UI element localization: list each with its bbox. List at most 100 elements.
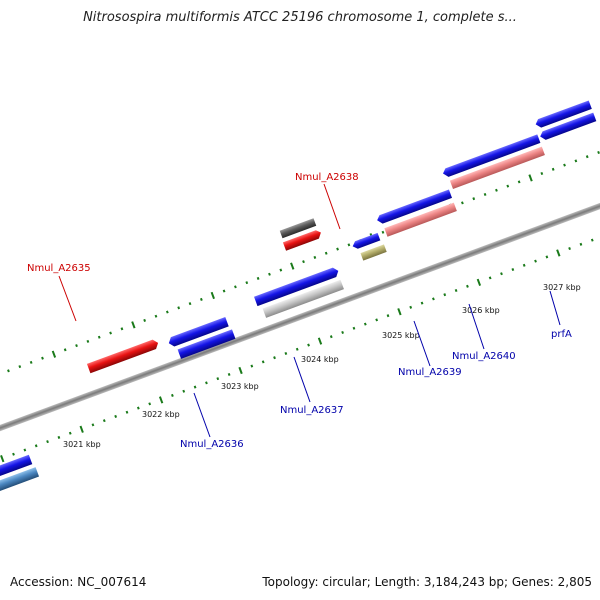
minor-tick xyxy=(313,255,317,259)
feature-nmul-a2639-cds[interactable] xyxy=(351,232,381,250)
major-tick xyxy=(397,308,402,316)
gene-label-nmul-a2639[interactable]: Nmul_A2639 xyxy=(398,367,462,378)
minor-tick xyxy=(579,242,583,246)
minor-tick xyxy=(432,297,435,301)
feature-right-cds-2[interactable] xyxy=(539,112,597,142)
minor-tick xyxy=(12,452,15,456)
feature-prfa-gene[interactable] xyxy=(449,146,545,190)
minor-tick xyxy=(500,272,503,276)
minor-tick xyxy=(261,360,265,364)
feature-nmul-a2635-forward[interactable] xyxy=(86,338,160,374)
minor-tick xyxy=(91,423,95,427)
minor-tick xyxy=(41,356,44,360)
feature-left-cds[interactable] xyxy=(0,454,33,483)
minor-tick xyxy=(495,188,498,192)
minor-tick xyxy=(472,197,476,201)
minor-tick xyxy=(234,285,237,289)
minor-tick xyxy=(205,381,208,385)
minor-tick xyxy=(284,351,288,355)
gene-labels: Nmul_A2635 Nmul_A2638 Nmul_A2636 Nmul_A2… xyxy=(27,172,572,450)
minor-tick xyxy=(585,155,589,159)
minor-tick xyxy=(302,260,305,264)
minor-tick xyxy=(522,263,526,267)
major-tick xyxy=(131,321,136,329)
minor-tick xyxy=(295,347,299,351)
scale-label: 3023 kbp xyxy=(221,382,259,391)
minor-tick xyxy=(34,444,38,448)
minor-tick xyxy=(18,365,22,369)
minor-tick xyxy=(483,192,487,197)
gene-label-nmul-a2636[interactable]: Nmul_A2636 xyxy=(180,439,244,450)
minor-tick xyxy=(443,293,447,297)
minor-tick xyxy=(148,402,152,406)
chromosome-backbone xyxy=(0,173,600,464)
minor-tick xyxy=(551,167,555,171)
gene-label-nmul-a2640[interactable]: Nmul_A2640 xyxy=(452,351,516,362)
gene-label-nmul-a2635[interactable]: Nmul_A2635 xyxy=(27,263,91,274)
major-tick xyxy=(476,278,482,286)
minor-tick xyxy=(375,318,379,322)
minor-tick xyxy=(324,251,328,255)
minor-tick xyxy=(454,288,458,293)
page-title: Nitrosospira multiformis ATCC 25196 chro… xyxy=(83,10,517,25)
minor-tick xyxy=(29,360,33,364)
feature-prfa-cds[interactable] xyxy=(442,134,541,178)
scale-label: 3027 kbp xyxy=(543,283,581,292)
minor-tick xyxy=(545,255,549,259)
minor-tick xyxy=(386,314,390,318)
major-tick xyxy=(51,350,57,358)
minor-tick xyxy=(216,377,220,381)
minor-tick xyxy=(268,272,271,276)
minor-tick xyxy=(222,289,226,293)
minor-tick xyxy=(307,343,310,347)
minor-tick xyxy=(506,184,510,188)
minor-tick xyxy=(114,414,118,418)
minor-tick xyxy=(279,268,283,272)
minor-tick xyxy=(534,259,537,263)
scale-label: 3021 kbp xyxy=(63,440,101,449)
minor-tick xyxy=(540,171,544,176)
minor-tick xyxy=(352,326,356,330)
feature-nmul-a2640-gene[interactable] xyxy=(384,202,457,237)
minor-tick xyxy=(409,305,413,309)
minor-tick xyxy=(256,276,260,280)
feature-nmul-a2640-cds[interactable] xyxy=(376,189,453,225)
minor-tick xyxy=(136,406,140,410)
major-tick xyxy=(79,425,84,433)
minor-tick xyxy=(75,344,78,348)
minor-tick xyxy=(182,389,186,393)
feature-left-gene[interactable] xyxy=(0,467,40,496)
minor-tick xyxy=(336,247,339,251)
feature-nmul-a2638-gene[interactable] xyxy=(279,218,317,239)
gene-label-nmul-a2637[interactable]: Nmul_A2637 xyxy=(280,405,344,416)
feature-right-cds-1[interactable] xyxy=(534,100,592,129)
feature-nmul-a2639-gene[interactable] xyxy=(360,244,387,261)
scale-label: 3025 kbp xyxy=(382,331,420,340)
feature-nmul-a2638-rna[interactable] xyxy=(282,229,323,251)
minor-tick xyxy=(517,180,521,184)
genome-track xyxy=(0,100,600,496)
minor-tick xyxy=(363,322,367,326)
gene-label-prfa[interactable]: prfA xyxy=(551,329,572,340)
major-tick xyxy=(317,337,323,345)
minor-tick xyxy=(341,330,344,335)
gene-label-nmul-a2638[interactable]: Nmul_A2638 xyxy=(295,172,359,183)
minor-tick xyxy=(120,327,124,331)
minor-tick xyxy=(165,310,169,314)
minor-tick xyxy=(574,159,578,163)
scale-label: 3024 kbp xyxy=(301,355,339,364)
minor-tick xyxy=(102,419,106,423)
major-tick xyxy=(238,366,243,375)
minor-tick xyxy=(250,364,254,368)
major-tick xyxy=(290,262,295,270)
label-leader-lines xyxy=(58,183,561,438)
minor-tick xyxy=(57,435,61,439)
feature-nmul-a2636-cds[interactable] xyxy=(167,316,229,348)
minor-tick xyxy=(329,335,333,339)
minor-tick xyxy=(488,276,492,280)
minor-tick xyxy=(563,163,566,167)
feature-nmul-a2636-gene[interactable] xyxy=(177,329,236,359)
feature-nmul-a2637-cds[interactable] xyxy=(254,266,340,307)
feature-nmul-a2637-gene[interactable] xyxy=(262,279,344,318)
